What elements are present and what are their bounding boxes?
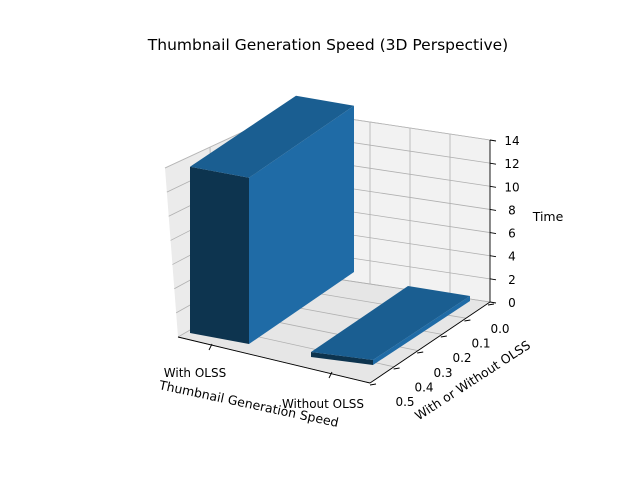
bar-2 <box>311 286 470 365</box>
z-tick-mark <box>489 278 497 281</box>
x-tick-mark <box>328 371 333 379</box>
y-tick-label: 0.5 <box>395 395 414 409</box>
y-tick-label: 0.2 <box>452 351 471 365</box>
bars <box>190 95 470 365</box>
z-tick-label: 12 <box>504 157 519 171</box>
y-tick-mark <box>417 351 424 354</box>
bar-front-face <box>311 352 373 365</box>
x-tick-label: With OLSS <box>164 366 226 380</box>
bar-side-face <box>373 296 470 365</box>
y-tick-mark <box>464 319 471 322</box>
y-tick-label: 0.0 <box>490 322 509 336</box>
bar-front-face <box>190 166 249 344</box>
y-tick-mark <box>487 303 495 306</box>
z-tick-mark <box>489 255 497 258</box>
z-tick-label: 8 <box>508 203 516 217</box>
z-tick-mark <box>489 139 497 142</box>
z-tick-mark <box>489 208 497 211</box>
y-tick-mark <box>369 383 377 386</box>
z-tick-mark <box>489 232 497 235</box>
x-tick-label: Without OLSS <box>282 397 364 411</box>
bar-top-face <box>311 286 470 360</box>
x-axis-line <box>177 336 371 384</box>
z-tick-mark <box>489 162 497 165</box>
bar-side-face <box>249 105 354 344</box>
axes: 0 2 4 6 8 10 12 14 0.00.10.20.30.40.5 With OLSS Wi… <box>164 134 520 411</box>
z-tick-label: 2 <box>508 273 516 287</box>
z-tick-label: 14 <box>504 134 519 148</box>
x-tick-mark <box>208 343 213 351</box>
z-axis-label: Time <box>532 209 564 224</box>
y-tick-label: 0.1 <box>471 337 490 351</box>
z-tick-label: 4 <box>508 250 516 264</box>
z-tick-mark <box>489 185 497 188</box>
chart-title: Thumbnail Generation Speed (3D Perspecti… <box>147 36 508 54</box>
z-tick-mark <box>489 301 497 304</box>
y-tick-label: 0.3 <box>433 366 452 380</box>
y-tick-mark <box>393 367 400 370</box>
z-tick-label: 0 <box>508 296 516 310</box>
y-tick-mark <box>440 335 447 338</box>
y-tick-label: 0.4 <box>414 380 433 394</box>
bar-1 <box>190 95 354 344</box>
y-axis-line <box>369 301 491 384</box>
z-tick-label: 6 <box>508 227 516 241</box>
z-tick-label: 10 <box>504 180 519 194</box>
bar-top-face <box>190 95 354 178</box>
